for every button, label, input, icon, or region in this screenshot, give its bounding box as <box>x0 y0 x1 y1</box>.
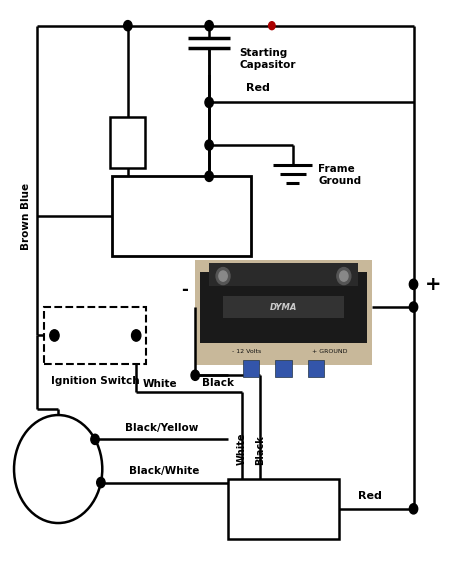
Bar <box>275 360 292 376</box>
Text: Ignition Switch: Ignition Switch <box>51 376 140 386</box>
Circle shape <box>205 171 213 182</box>
Text: White: White <box>143 379 178 390</box>
Circle shape <box>410 302 418 312</box>
Circle shape <box>191 370 200 380</box>
Text: -: - <box>182 281 188 299</box>
Text: White: White <box>237 432 246 465</box>
Circle shape <box>14 415 102 523</box>
Text: -: - <box>128 190 137 209</box>
Circle shape <box>205 140 213 150</box>
Bar <box>200 271 367 343</box>
Text: Red: Red <box>358 491 382 501</box>
Text: +: + <box>224 190 241 209</box>
Circle shape <box>50 330 59 341</box>
Text: Red: Red <box>246 83 270 93</box>
Text: +: + <box>425 275 442 294</box>
Bar <box>195 260 372 365</box>
Text: + GROUND: + GROUND <box>312 349 347 354</box>
Text: Black/Yellow: Black/Yellow <box>125 422 198 433</box>
Bar <box>243 360 259 376</box>
Text: Boyer
Stator: Boyer Stator <box>36 455 80 483</box>
Circle shape <box>91 434 99 444</box>
Circle shape <box>410 279 418 289</box>
Circle shape <box>124 20 132 31</box>
Text: Black/White: Black/White <box>129 466 200 476</box>
Text: - 12 Volts: - 12 Volts <box>232 349 261 354</box>
Circle shape <box>205 20 213 31</box>
Circle shape <box>205 97 213 107</box>
Circle shape <box>219 271 227 281</box>
Circle shape <box>97 477 105 488</box>
Text: Boyer
Ignition
Unit: Boyer Ignition Unit <box>269 492 317 525</box>
Text: Starting
Capasitor: Starting Capasitor <box>239 48 296 70</box>
Bar <box>209 263 358 286</box>
Bar <box>111 176 251 256</box>
Text: Black: Black <box>255 435 265 465</box>
Circle shape <box>216 267 230 285</box>
Bar <box>308 360 324 376</box>
Bar <box>228 479 339 539</box>
Circle shape <box>410 503 418 514</box>
Text: Brown Blue: Brown Blue <box>21 183 31 249</box>
Circle shape <box>132 330 141 341</box>
Text: Frame
Ground: Frame Ground <box>319 164 361 186</box>
Circle shape <box>269 21 275 30</box>
Text: Battery: Battery <box>146 218 217 235</box>
Bar <box>110 117 145 168</box>
Bar <box>223 296 344 318</box>
Circle shape <box>337 267 351 285</box>
Text: DYMA: DYMA <box>270 303 297 311</box>
Bar <box>44 307 146 364</box>
Circle shape <box>340 271 348 281</box>
Text: Black: Black <box>202 378 234 388</box>
Text: Fuse: Fuse <box>123 129 133 156</box>
